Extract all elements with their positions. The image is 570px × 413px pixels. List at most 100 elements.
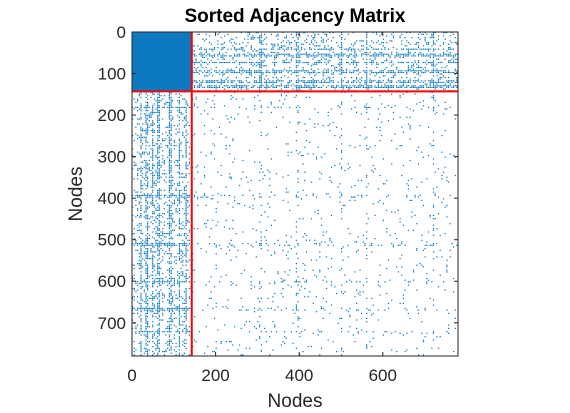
nonzero-entry bbox=[148, 276, 150, 278]
nonzero-entry bbox=[147, 324, 149, 326]
nonzero-entry bbox=[295, 221, 297, 223]
nonzero-entry bbox=[349, 88, 351, 90]
nonzero-entry bbox=[143, 106, 145, 108]
nonzero-entry bbox=[203, 125, 206, 127]
nonzero-entry bbox=[185, 326, 187, 328]
nonzero-entry bbox=[158, 266, 160, 268]
nonzero-entry bbox=[280, 45, 282, 47]
nonzero-entry bbox=[347, 244, 349, 246]
nonzero-entry bbox=[432, 110, 435, 112]
nonzero-entry bbox=[213, 85, 216, 87]
nonzero-entry bbox=[225, 115, 227, 117]
nonzero-entry bbox=[162, 140, 164, 142]
nonzero-entry bbox=[320, 224, 323, 226]
nonzero-entry bbox=[152, 135, 154, 137]
nonzero-entry bbox=[295, 194, 297, 196]
nonzero-entry bbox=[290, 151, 292, 153]
nonzero-entry bbox=[443, 53, 445, 55]
nonzero-entry bbox=[168, 307, 170, 309]
nonzero-entry bbox=[417, 45, 420, 47]
nonzero-entry bbox=[381, 70, 383, 72]
nonzero-entry bbox=[349, 316, 351, 318]
nonzero-entry bbox=[391, 81, 393, 83]
nonzero-entry bbox=[155, 231, 157, 233]
nonzero-entry bbox=[232, 86, 234, 88]
nonzero-entry bbox=[147, 221, 149, 223]
nonzero-entry bbox=[170, 286, 172, 288]
nonzero-entry bbox=[205, 326, 207, 328]
nonzero-entry bbox=[371, 80, 373, 82]
nonzero-entry bbox=[344, 71, 346, 74]
nonzero-entry bbox=[137, 173, 139, 175]
nonzero-entry bbox=[220, 80, 222, 82]
nonzero-entry bbox=[366, 37, 368, 39]
nonzero-entry bbox=[312, 78, 314, 80]
nonzero-entry bbox=[444, 88, 446, 90]
nonzero-entry bbox=[158, 253, 160, 255]
nonzero-entry bbox=[152, 108, 154, 110]
nonzero-entry bbox=[168, 326, 170, 328]
nonzero-entry bbox=[158, 214, 160, 216]
nonzero-entry bbox=[302, 277, 304, 280]
nonzero-entry bbox=[444, 76, 446, 79]
nonzero-entry bbox=[147, 186, 149, 188]
nonzero-entry bbox=[417, 73, 420, 75]
nonzero-entry bbox=[175, 351, 177, 353]
nonzero-entry bbox=[205, 226, 207, 228]
nonzero-entry bbox=[175, 306, 177, 308]
nonzero-entry bbox=[284, 342, 286, 344]
nonzero-entry bbox=[342, 351, 344, 353]
nonzero-entry bbox=[437, 58, 440, 60]
nonzero-entry bbox=[145, 347, 147, 349]
nonzero-entry bbox=[384, 83, 386, 85]
nonzero-entry bbox=[371, 156, 373, 158]
nonzero-entry bbox=[406, 183, 408, 185]
nonzero-entry bbox=[237, 349, 239, 351]
nonzero-entry bbox=[320, 86, 323, 88]
nonzero-entry bbox=[264, 81, 266, 83]
nonzero-entry bbox=[324, 68, 326, 70]
nonzero-entry bbox=[297, 258, 299, 260]
nonzero-entry bbox=[432, 98, 435, 100]
nonzero-entry bbox=[185, 131, 187, 133]
nonzero-entry bbox=[257, 37, 259, 39]
nonzero-entry bbox=[411, 178, 413, 180]
nonzero-entry bbox=[292, 56, 294, 59]
nonzero-entry bbox=[287, 258, 289, 260]
nonzero-entry bbox=[427, 55, 430, 57]
nonzero-entry bbox=[312, 86, 314, 88]
nonzero-entry bbox=[168, 292, 170, 295]
nonzero-entry bbox=[185, 146, 187, 148]
nonzero-entry bbox=[162, 319, 164, 321]
nonzero-entry bbox=[371, 86, 373, 88]
nonzero-entry bbox=[305, 251, 308, 253]
nonzero-entry bbox=[409, 125, 411, 127]
nonzero-entry bbox=[371, 55, 373, 57]
nonzero-entry bbox=[188, 161, 190, 163]
nonzero-entry bbox=[249, 206, 251, 208]
nonzero-entry bbox=[168, 196, 170, 198]
nonzero-entry bbox=[168, 221, 170, 223]
nonzero-entry bbox=[142, 233, 144, 235]
nonzero-entry bbox=[158, 347, 160, 349]
nonzero-entry bbox=[187, 201, 189, 203]
nonzero-entry bbox=[158, 208, 160, 210]
nonzero-entry bbox=[143, 166, 145, 168]
nonzero-entry bbox=[407, 188, 409, 190]
nonzero-entry bbox=[260, 111, 262, 113]
nonzero-entry bbox=[173, 349, 175, 351]
nonzero-entry bbox=[230, 259, 232, 261]
nonzero-entry bbox=[417, 37, 420, 39]
nonzero-entry bbox=[287, 83, 289, 85]
nonzero-entry bbox=[339, 196, 341, 198]
nonzero-entry bbox=[274, 73, 276, 75]
nonzero-entry bbox=[391, 71, 393, 74]
nonzero-entry bbox=[330, 258, 333, 260]
nonzero-entry bbox=[185, 292, 187, 295]
nonzero-entry bbox=[354, 80, 356, 82]
nonzero-entry bbox=[145, 214, 147, 216]
nonzero-entry bbox=[432, 48, 435, 50]
nonzero-entry bbox=[330, 47, 333, 49]
nonzero-entry bbox=[309, 141, 311, 143]
nonzero-entry bbox=[444, 166, 446, 168]
